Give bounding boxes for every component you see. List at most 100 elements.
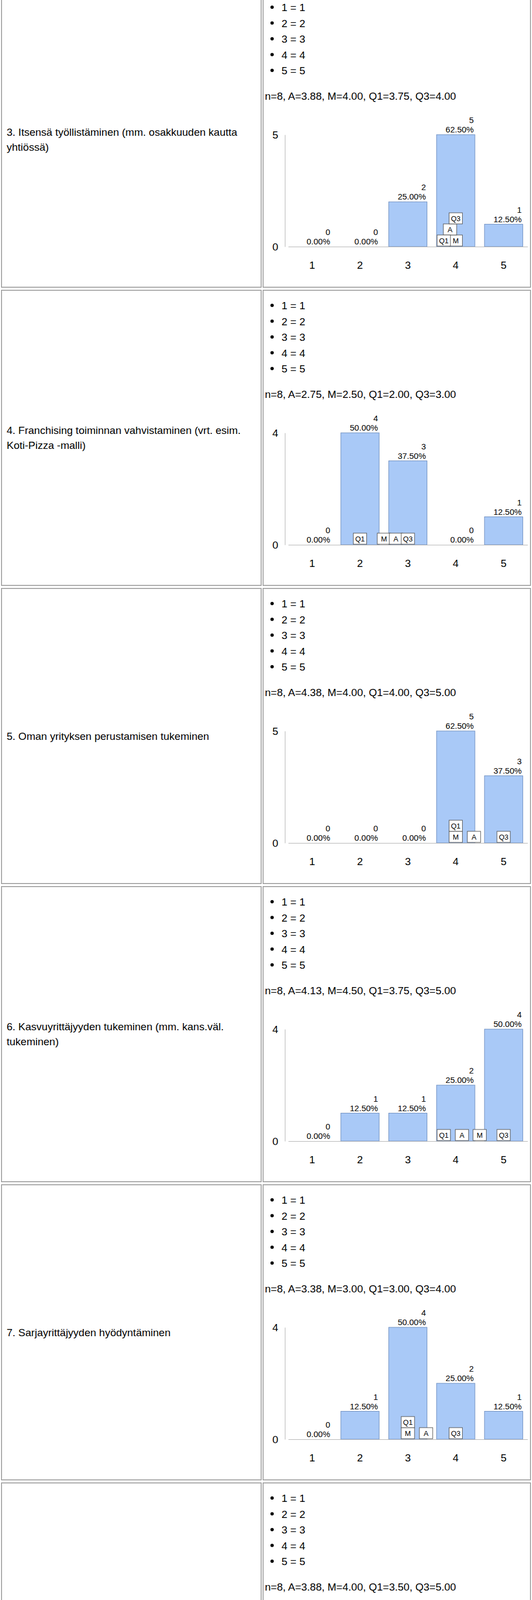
x-tick-label: 1 [309,855,316,868]
bar [436,730,475,843]
x-tick: 3 [405,544,412,570]
bar [436,134,475,247]
marker-labels: MAQ1Q3 [438,214,461,245]
axis-line [288,246,529,248]
x-tick-label: 4 [452,557,459,570]
bar [293,544,332,546]
x-tick-label: 4 [452,1153,459,1166]
count-label: 2 [469,1363,474,1374]
bullet [270,5,274,9]
stat-marker [497,1129,511,1141]
axis-line [284,135,286,248]
bar [388,201,427,247]
bullet [270,37,274,41]
scale-label: 3 = 3 [281,629,306,642]
stat-marker-label: Q1 [355,534,365,544]
x-tick: 3 [405,1141,412,1166]
bullet [270,303,274,308]
x-tick-label: 3 [405,855,412,868]
bullet [270,899,274,904]
bar [436,1085,475,1142]
stat-marker-label: M [452,236,459,245]
percent-label: 12.50% [493,214,522,224]
axis-line [284,433,286,546]
row-label: 5. Oman yrityksen perustamisen tukeminen [1,588,262,884]
scale-label: 4 = 4 [281,943,306,956]
y-tick: 0 [272,241,285,253]
scale-label: 4 = 4 [281,347,306,360]
bar [293,1439,332,1440]
x-tick: 2 [356,1439,363,1464]
x-tick: 3 [405,246,412,271]
bar [388,461,427,546]
x-tick: 3 [405,842,412,868]
x-tick-label: 1 [309,1451,316,1464]
axis-line [284,1327,286,1440]
row-label: 7. Sarjayrittäjyyden hyödyntäminen [1,1184,262,1480]
bullet [270,1245,274,1250]
stats-line: n=8, A=4.13, M=4.50, Q1=3.75, Q3=5.00 [264,984,457,997]
percent-label: 25.00% [445,1373,474,1383]
stat-marker [497,831,511,843]
stat-marker-label: A [393,534,399,544]
bullet [270,916,274,920]
x-tick: 4 [452,842,459,868]
scale-label: 1 = 1 [281,1492,306,1505]
y-tick: 4 [272,1321,285,1334]
bullet [270,319,274,324]
y-tick-label: 0 [272,539,279,551]
scale-label: 2 = 2 [281,1210,306,1222]
x-tick: 1 [309,1141,316,1166]
scale-label: 3 = 3 [281,33,306,45]
bullet [270,1527,274,1532]
stat-marker [448,1427,463,1439]
stat-marker [455,1129,469,1141]
percent-label: 0.00% [449,534,474,545]
percent-label: 25.00% [445,1075,474,1085]
scale-label: 1 = 1 [281,1,306,14]
axis-line [288,1439,529,1440]
bullet [270,351,274,355]
x-tick: 1 [309,842,316,868]
bullet [270,21,274,25]
bullet [270,1261,274,1265]
scale-label: 4 = 4 [281,49,306,61]
percent-label: 0.00% [402,832,427,843]
row-svg: 1 = 12 = 23 = 34 = 45 = 5n=8, A=4.13, M=… [262,885,531,1184]
count-label: 1 [517,205,522,215]
count-label: 0 [325,1419,330,1430]
stats-line: n=8, A=3.88, M=4.00, Q1=3.50, Q3=5.00 [264,1581,457,1593]
percent-label: 37.50% [493,765,522,776]
x-tick: 5 [500,544,508,570]
y-tick-label: 0 [272,837,279,849]
stat-marker-label: M [452,832,459,842]
scale-label: 1 = 1 [281,597,306,610]
bullet [270,1229,274,1234]
stat-marker [473,1129,487,1141]
scale-label: 5 = 5 [281,64,306,77]
stat-marker [401,1416,415,1428]
stat-marker-label: A [423,1429,429,1438]
x-tick-label: 4 [452,855,459,868]
x-tick-label: 2 [356,259,363,271]
scale-list: 1 = 12 = 23 = 34 = 45 = 5 [270,1492,306,1568]
y-tick: 0 [272,837,285,849]
y-tick-label: 0 [272,241,279,253]
stat-marker [419,1427,433,1439]
x-tick-label: 2 [356,855,363,868]
count-label: 3 [517,756,522,766]
row-svg: 1 = 12 = 23 = 34 = 45 = 5n=8, A=4.38, M=… [262,586,531,886]
row-svg: 1 = 12 = 23 = 34 = 45 = 5n=8, A=3.38, M=… [262,1183,531,1482]
scale-label: 2 = 2 [281,912,306,924]
stat-marker-label: Q1 [438,1131,449,1140]
stat-marker-label: M [476,1131,483,1140]
bar [340,1411,380,1440]
percent-label: 62.50% [445,124,474,135]
x-tick-label: 5 [500,259,508,271]
count-label: 0 [373,823,378,833]
x-axis: 12345 [288,246,529,271]
stat-marker-label: Q1 [438,236,449,245]
x-tick-label: 1 [309,259,316,271]
percent-label: 62.50% [445,720,474,731]
x-tick-label: 5 [500,557,508,570]
